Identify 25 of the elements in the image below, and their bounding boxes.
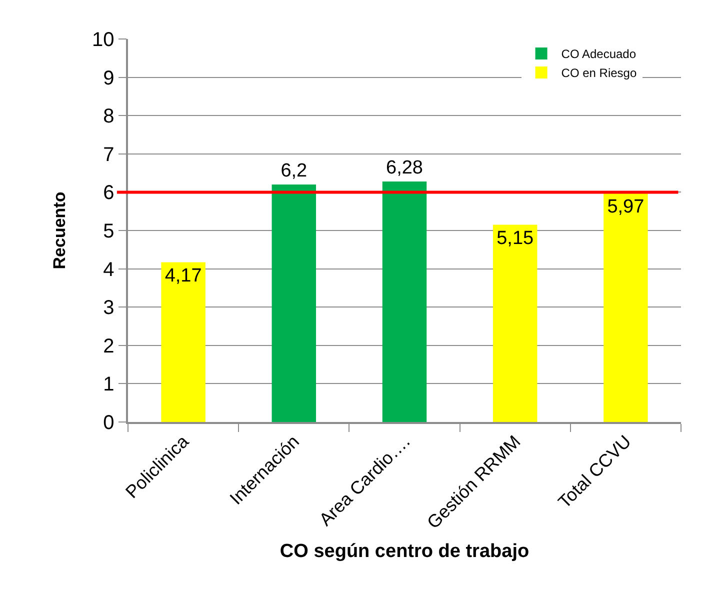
y-tick-label: 3 bbox=[103, 297, 114, 320]
y-tick-label: 1 bbox=[103, 374, 114, 396]
bar bbox=[161, 262, 206, 422]
y-tick-label: 7 bbox=[103, 144, 114, 166]
data-label: 6,28 bbox=[386, 157, 423, 178]
y-tick-label: 6 bbox=[103, 182, 114, 204]
y-tick-label: 0 bbox=[103, 412, 114, 434]
legend-label: CO en Riesgo bbox=[561, 66, 637, 80]
legend-label: CO Adecuado bbox=[561, 47, 636, 62]
y-tick-label: 4 bbox=[103, 258, 114, 281]
y-axis-title: Recuento bbox=[50, 192, 70, 270]
y-tick-label: 2 bbox=[103, 335, 114, 358]
data-label: 5,15 bbox=[496, 228, 534, 249]
data-label: 6,2 bbox=[280, 160, 308, 182]
bar bbox=[604, 193, 648, 422]
y-tick-label: 8 bbox=[103, 106, 114, 128]
y-tick-label: 5 bbox=[103, 220, 114, 242]
x-axis-title: CO según centro de trabajo bbox=[280, 540, 530, 562]
y-tick-label: 9 bbox=[103, 67, 114, 90]
y-tick-label: 10 bbox=[92, 29, 114, 51]
bar bbox=[272, 184, 316, 422]
bar bbox=[492, 224, 538, 422]
bar bbox=[382, 181, 427, 422]
data-label: 4,17 bbox=[164, 265, 202, 286]
data-label: 5,97 bbox=[607, 196, 644, 218]
